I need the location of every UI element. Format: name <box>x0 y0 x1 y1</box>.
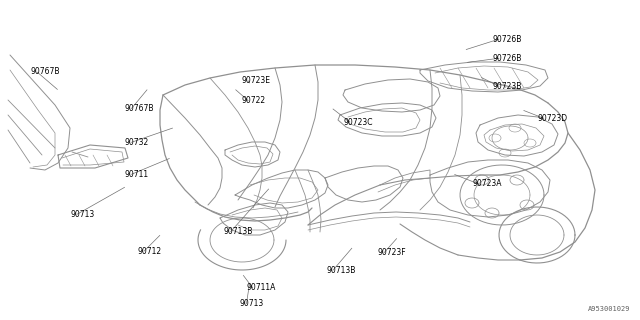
Text: 90711A: 90711A <box>246 284 276 292</box>
Text: 90723B: 90723B <box>493 82 522 91</box>
Text: 90712: 90712 <box>138 247 162 256</box>
Text: 90713: 90713 <box>70 210 95 219</box>
Text: A953001029: A953001029 <box>588 306 630 312</box>
Text: 90713B: 90713B <box>326 266 356 275</box>
Text: 90726B: 90726B <box>493 54 522 63</box>
Text: 90713: 90713 <box>240 300 264 308</box>
Text: 90767B: 90767B <box>31 68 60 76</box>
Text: 90713B: 90713B <box>224 228 253 236</box>
Text: 90767B: 90767B <box>125 104 154 113</box>
Text: 90723E: 90723E <box>242 76 271 85</box>
Text: 90726B: 90726B <box>493 35 522 44</box>
Text: 90723F: 90723F <box>378 248 406 257</box>
Text: 90711: 90711 <box>125 170 149 179</box>
Text: 90732: 90732 <box>125 138 149 147</box>
Text: 90723C: 90723C <box>344 118 373 127</box>
Text: 90722: 90722 <box>242 96 266 105</box>
Text: 90723D: 90723D <box>538 114 568 123</box>
Text: 90723A: 90723A <box>472 180 502 188</box>
